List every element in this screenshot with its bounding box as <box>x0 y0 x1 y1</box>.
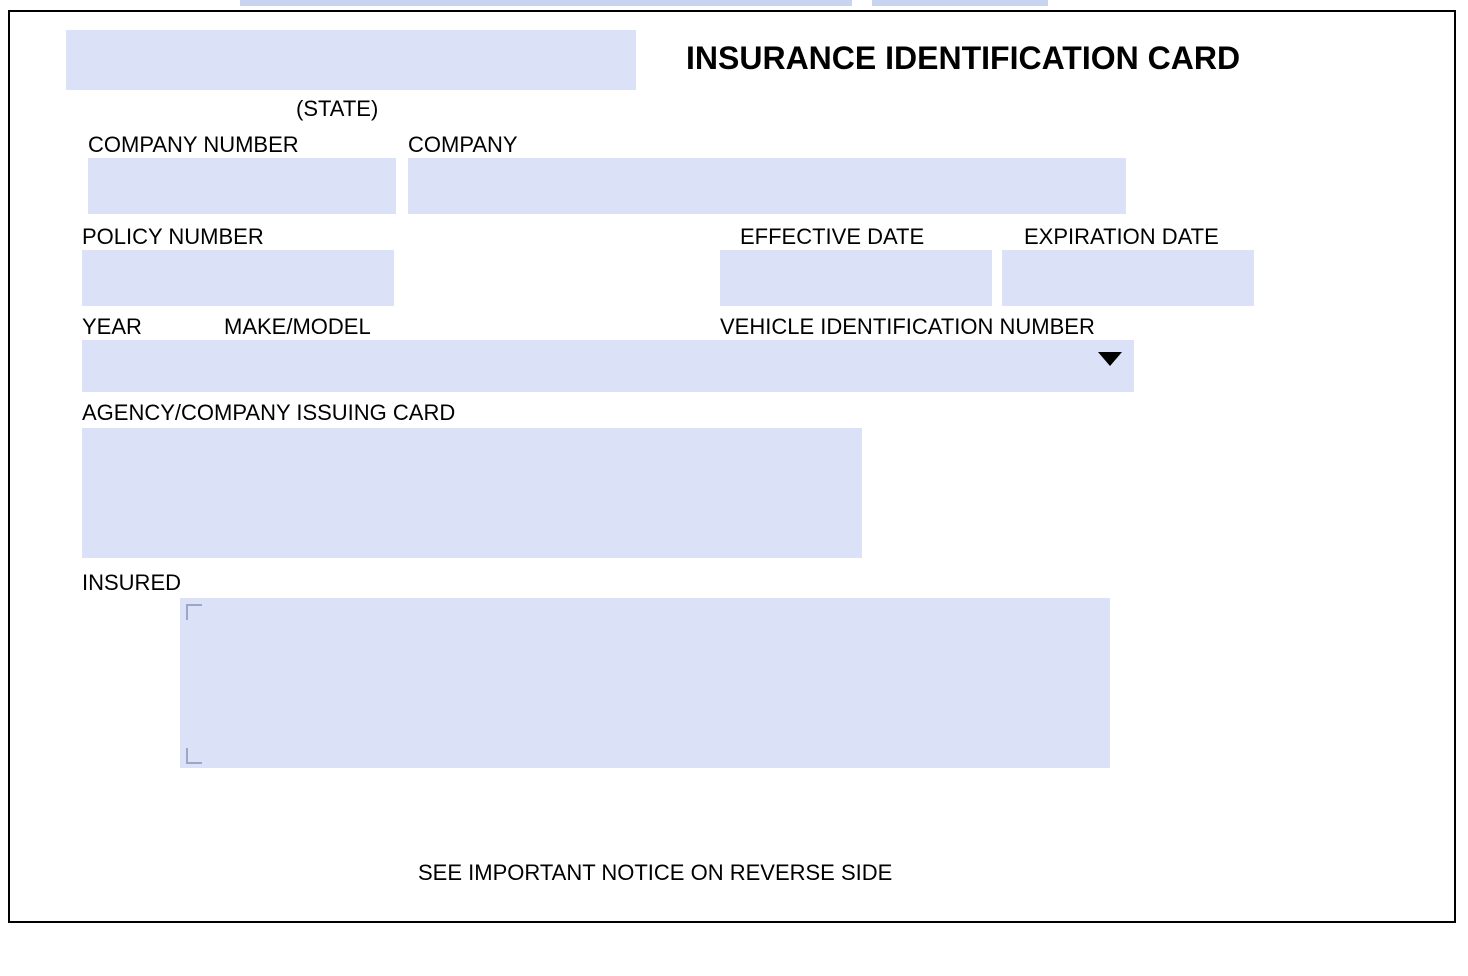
policy-number-input[interactable] <box>82 250 394 306</box>
company-input[interactable] <box>408 158 1126 214</box>
chevron-down-icon <box>1098 352 1122 366</box>
policy-number-label: POLICY NUMBER <box>82 224 264 250</box>
agency-input[interactable] <box>82 428 862 558</box>
state-input[interactable] <box>66 30 636 90</box>
effective-date-input[interactable] <box>720 250 992 306</box>
insured-label: INSURED <box>82 570 181 596</box>
top-artifact-left <box>240 0 852 6</box>
insured-input[interactable] <box>180 598 1110 768</box>
vehicle-field[interactable] <box>82 340 1134 392</box>
effective-date-field[interactable] <box>720 250 992 306</box>
company-label: COMPANY <box>408 132 518 158</box>
expiration-date-field[interactable] <box>1002 250 1254 306</box>
state-label: (STATE) <box>296 96 378 122</box>
company-number-input[interactable] <box>88 158 396 214</box>
vehicle-select[interactable] <box>82 340 1134 392</box>
year-label: YEAR <box>82 314 142 340</box>
reverse-notice: SEE IMPORTANT NOTICE ON REVERSE SIDE <box>418 860 892 886</box>
effective-date-label: EFFECTIVE DATE <box>740 224 924 250</box>
company-field[interactable] <box>408 158 1126 214</box>
agency-field[interactable] <box>82 428 862 558</box>
state-field[interactable] <box>66 30 636 90</box>
company-number-label: COMPANY NUMBER <box>88 132 299 158</box>
expiration-date-label: EXPIRATION DATE <box>1024 224 1219 250</box>
vin-label: VEHICLE IDENTIFICATION NUMBER <box>720 314 1095 340</box>
company-number-field[interactable] <box>88 158 396 214</box>
crop-mark-top-left-icon <box>186 604 202 620</box>
page: INSURANCE IDENTIFICATION CARD (STATE) CO… <box>0 0 1468 976</box>
expiration-date-input[interactable] <box>1002 250 1254 306</box>
insured-field[interactable] <box>180 598 1110 768</box>
crop-mark-bottom-left-icon <box>186 748 202 764</box>
page-title: INSURANCE IDENTIFICATION CARD <box>686 40 1240 77</box>
make-model-label: MAKE/MODEL <box>224 314 371 340</box>
agency-label: AGENCY/COMPANY ISSUING CARD <box>82 400 455 426</box>
top-artifact-right <box>872 0 1048 6</box>
policy-number-field[interactable] <box>82 250 394 306</box>
